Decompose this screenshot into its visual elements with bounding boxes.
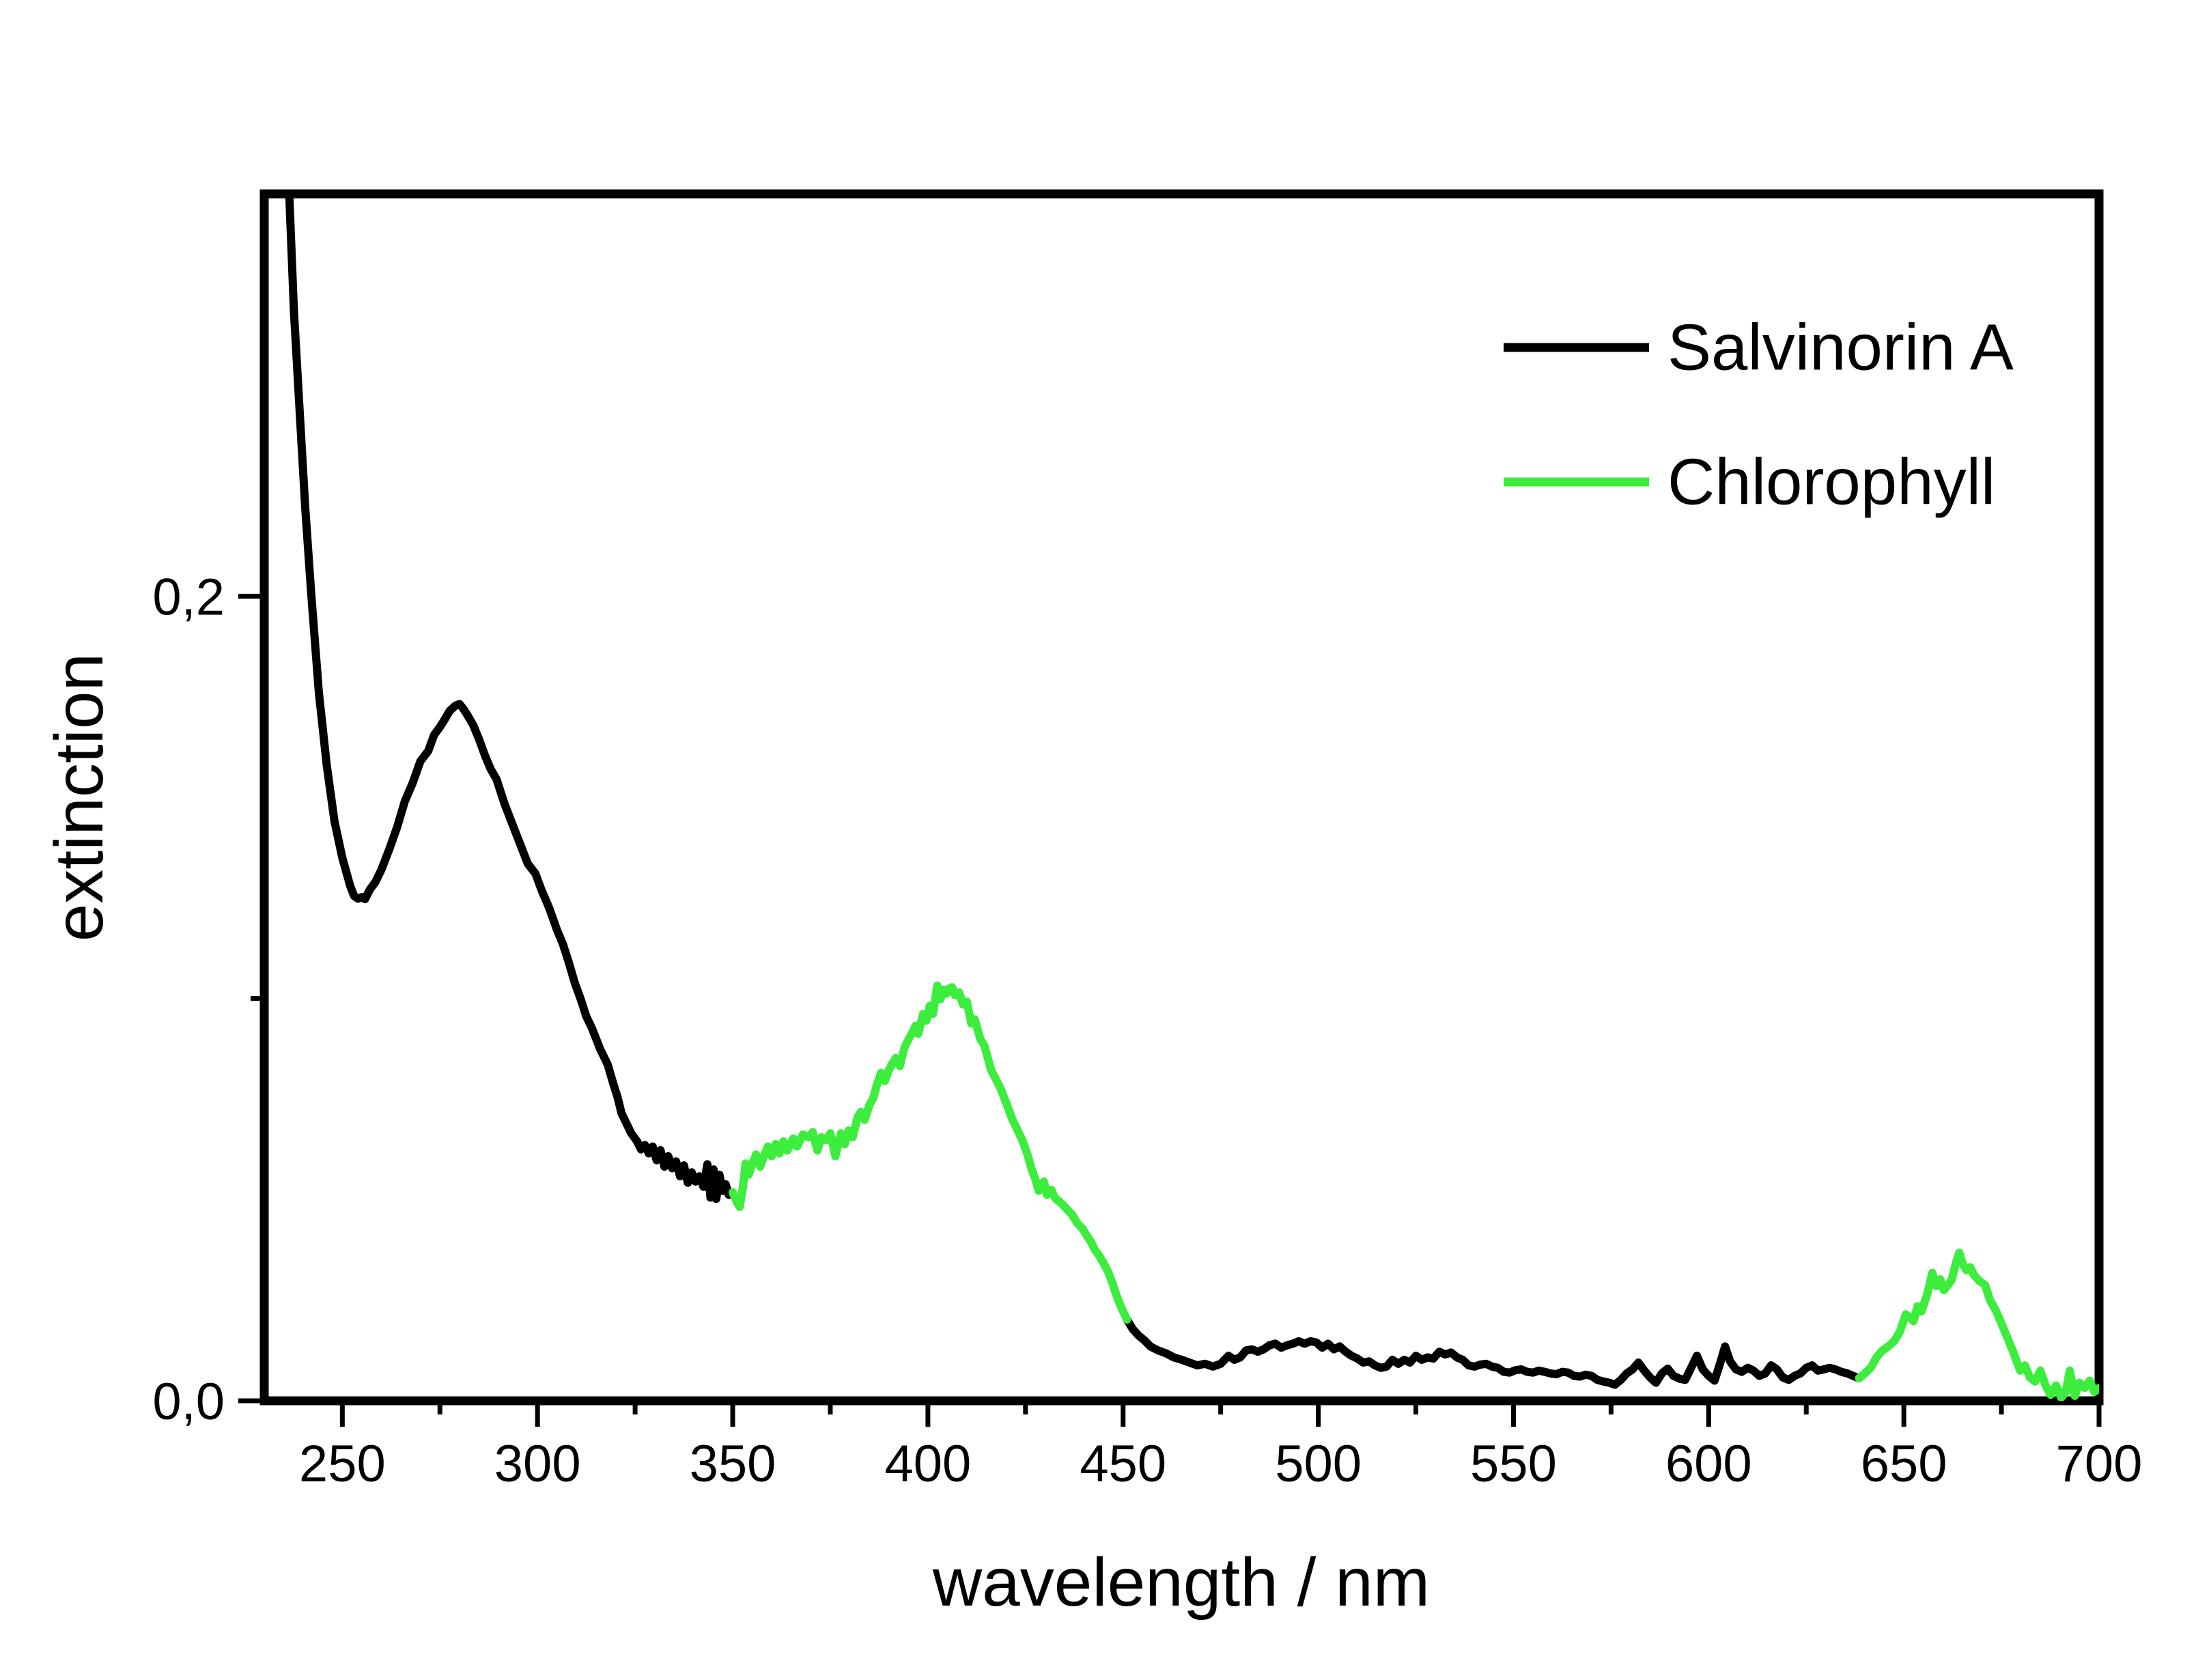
x-tick-labels: 250 300 350 400 450 500 550 600 650 700 bbox=[299, 1435, 2142, 1493]
series-curve-chlorophyll bbox=[729, 981, 1131, 1324]
legend-label-salvinorin-a: Salvinorin A bbox=[1667, 311, 2014, 384]
y-axis-ticks bbox=[238, 593, 264, 1404]
x-tick-label: 400 bbox=[884, 1435, 971, 1493]
x-tick-label: 600 bbox=[1665, 1435, 1752, 1493]
x-axis-ticks bbox=[339, 1401, 2102, 1427]
x-tick-label: 350 bbox=[690, 1435, 776, 1493]
series-curves bbox=[285, 194, 2099, 1401]
legend: Salvinorin A Chlorophyll bbox=[1504, 311, 2014, 519]
x-tick-label: 650 bbox=[1861, 1435, 1947, 1493]
y-tick-labels: 0,0 0,2 bbox=[152, 568, 225, 1431]
series-curve-salvinorin-a bbox=[1123, 1315, 1863, 1389]
legend-label-chlorophyll: Chlorophyll bbox=[1667, 446, 1995, 519]
x-tick-label: 450 bbox=[1080, 1435, 1166, 1493]
x-tick-label: 300 bbox=[494, 1435, 581, 1493]
y-axis-title: extinction bbox=[41, 653, 117, 941]
plot-frame bbox=[259, 189, 2104, 1406]
series-curve-chlorophyll bbox=[1855, 1249, 2099, 1401]
y-tick-label: 0,2 bbox=[152, 568, 225, 626]
x-tick-label: 250 bbox=[299, 1435, 386, 1493]
x-tick-label: 550 bbox=[1470, 1435, 1557, 1493]
x-axis-title: wavelength / nm bbox=[932, 1544, 1430, 1621]
y-tick-label: 0,0 bbox=[152, 1373, 225, 1431]
series-curve-salvinorin-a bbox=[285, 194, 737, 1204]
x-tick-label: 700 bbox=[2056, 1435, 2143, 1493]
x-tick-label: 500 bbox=[1275, 1435, 1362, 1493]
